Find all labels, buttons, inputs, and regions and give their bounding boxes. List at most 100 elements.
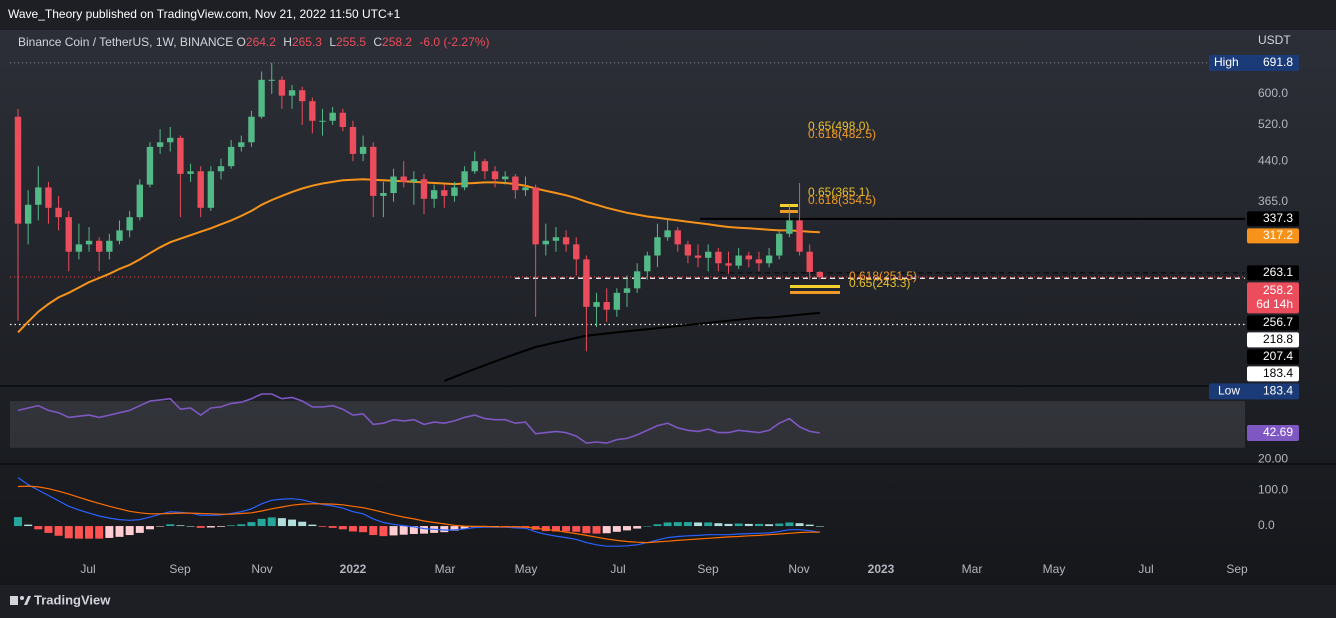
candle-body [24,204,32,224]
macd-histogram-bar [359,526,368,533]
candle-body [664,230,671,238]
macd-histogram-bar [24,524,33,527]
countdown: 6d 14h [1256,297,1293,311]
candle-body [390,176,397,194]
price-label: 183.4 [1263,366,1293,380]
macd-histogram-bar [318,526,327,527]
price-label: 207.4 [1263,349,1293,363]
candle-body [187,171,194,174]
ohlc-letter: C [373,35,383,49]
y-tick-label: 365.0 [1258,194,1288,208]
macd-histogram-bar [754,523,763,527]
ohlc-value: 265.3 [291,35,322,49]
candle-body [339,112,346,128]
macd-histogram-bar [379,526,388,537]
macd-tick-label: 100.0 [1258,482,1288,496]
macd-histogram-bar [460,526,469,529]
low-value: 183.4 [1263,384,1293,398]
macd-histogram-bar [623,526,631,531]
price-label-box [1247,349,1299,365]
macd-histogram-bar [551,526,560,532]
currency-label: USDT [1258,33,1291,47]
macd-histogram-bar [592,526,601,534]
candle-body [644,255,651,272]
macd-histogram-bar [298,521,307,527]
price-pane [10,62,1245,382]
rsi-band [10,401,1245,448]
fib-zone [790,285,840,288]
macd-histogram-bar [54,526,63,536]
candle-body [238,142,245,147]
candle-body [146,146,154,185]
macd-histogram-bar [196,526,205,528]
candle-body [776,233,783,256]
time-label: Sep [169,562,191,576]
rsi-line [17,393,821,444]
macd-histogram-bar [541,526,550,532]
macd-histogram-bar [227,525,236,527]
macd-histogram-bar [744,523,753,527]
low-text: Low [1218,384,1240,398]
high-text: High [1214,55,1239,69]
candle-body [329,112,336,121]
candle-body [197,171,204,208]
candle-body [705,251,712,258]
time-label: May [1043,562,1066,576]
macd-histogram-bar [217,526,225,527]
publish-info: Wave_Theory published on TradingView.com… [8,7,401,21]
candle-body [380,193,387,196]
time-label: Nov [251,562,272,576]
candle-body [542,240,549,245]
macd-histogram-bar [145,526,154,530]
candle-body [623,288,631,293]
candle-body [14,116,22,224]
macd-histogram-bar [105,526,114,538]
candle-body [583,259,590,307]
time-label: 2022 [340,562,367,576]
macd-histogram-bar [673,522,682,527]
candle-body [410,179,418,182]
time-label: Sep [1226,562,1248,576]
candle-body [400,176,407,182]
macd-histogram-bar [785,522,794,527]
high-value: 691.8 [1263,55,1293,69]
fib-label: 0.618(251.5) [849,269,917,283]
candle-body [451,187,458,196]
candle-body [75,244,83,252]
price-label: 263.1 [1263,265,1293,279]
candle-body [816,271,824,277]
price-label-box [1247,332,1299,348]
candle-body [725,263,732,266]
macd-histogram-bar [369,526,378,536]
time-label: Jul [1138,562,1153,576]
candle-body [65,217,72,252]
change: -6.0 (-2.27%) [419,35,490,49]
y-tick-label: 440.0 [1258,153,1288,167]
time-label: Mar [962,562,983,576]
time-label: 2023 [868,562,895,576]
candle-body [684,244,692,256]
candle-body [512,176,519,191]
ohlc-value: 264.2 [245,35,276,49]
macd-histogram-bar [775,523,784,527]
candle-body [35,187,42,205]
candle-body [674,230,681,245]
candle-body [156,142,164,147]
macd-histogram-bar [653,524,662,527]
candle-body [85,240,93,245]
macd-histogram-bar [704,522,713,527]
candle-body [319,120,326,122]
fib-label: 0.618(482.5) [808,127,876,141]
macd-histogram-bar [633,526,642,529]
candle-body [227,146,235,167]
candle-body [765,255,773,264]
macd-histogram-bar [247,522,256,527]
bottom-bar [0,585,1336,618]
ohlc-letter: H [283,35,292,49]
candle-body [258,79,265,117]
price-label: 337.3 [1263,211,1293,225]
signal-line [17,485,820,544]
macd-histogram-bar [308,524,317,527]
